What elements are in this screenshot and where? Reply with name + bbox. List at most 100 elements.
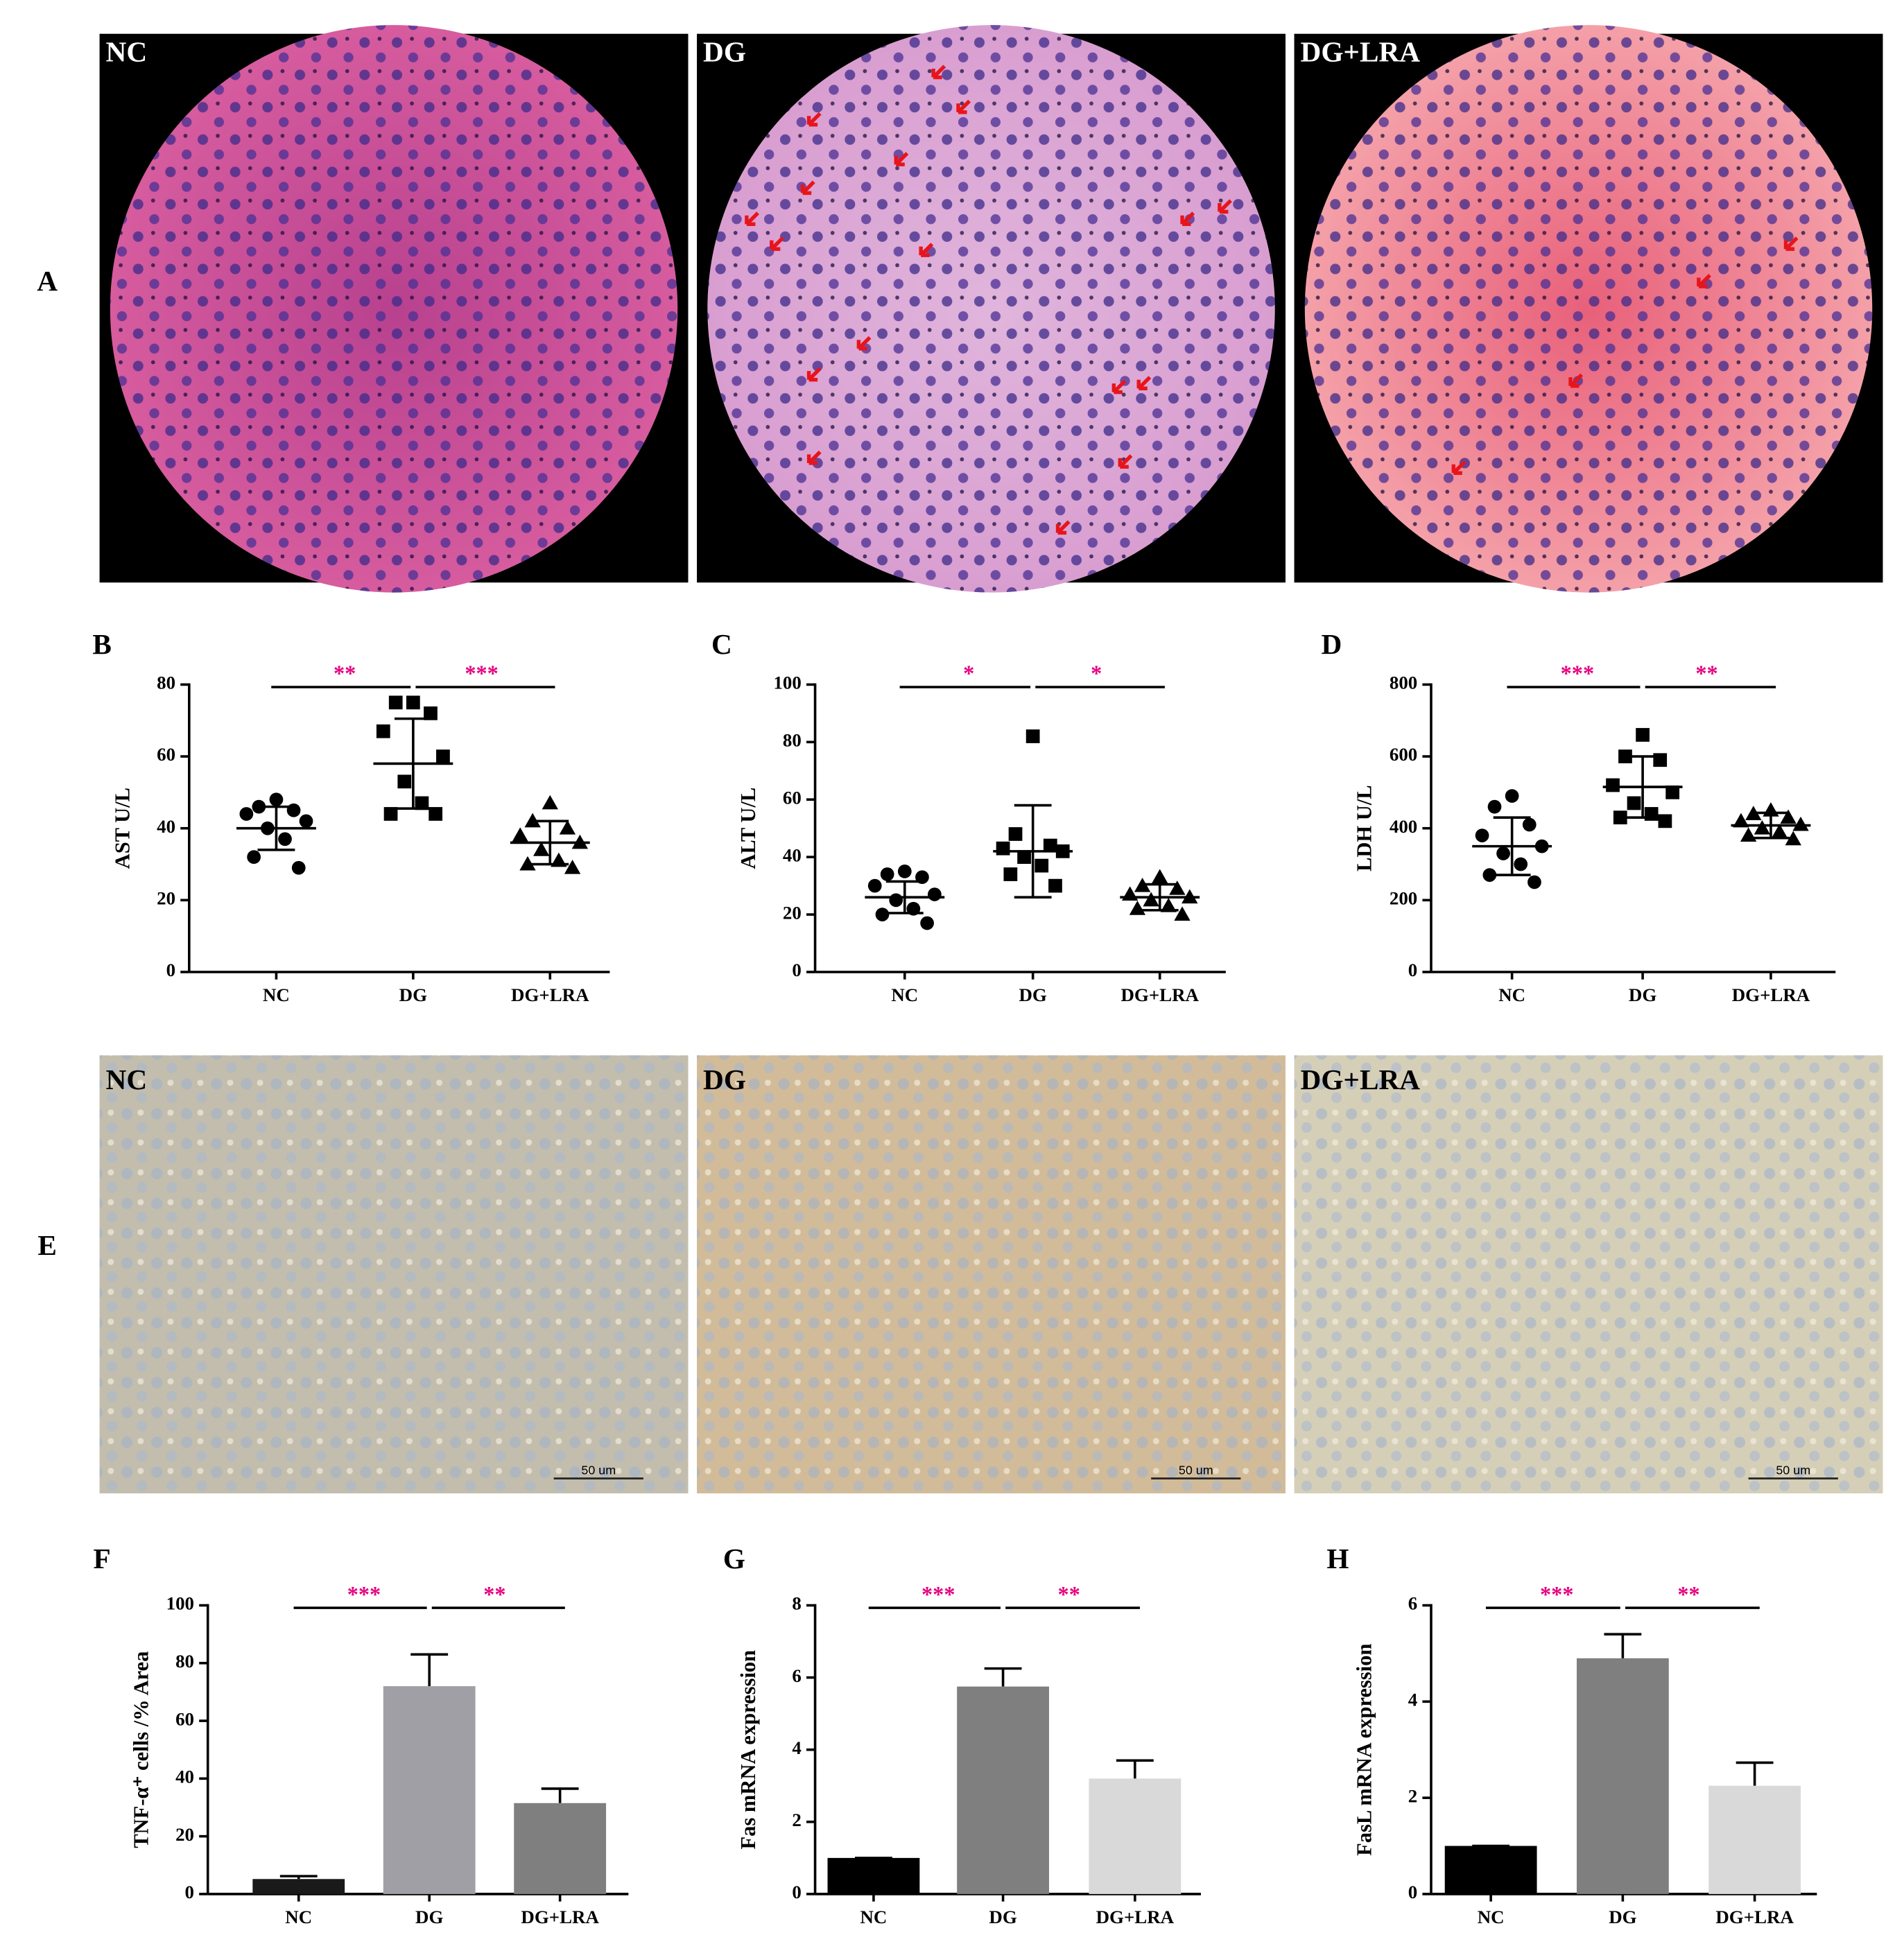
point xyxy=(376,724,390,738)
y-tick-label: 100 xyxy=(773,672,801,693)
y-tick-label: 80 xyxy=(157,672,175,693)
panel-label: B xyxy=(92,628,112,660)
y-tick-label: 20 xyxy=(783,902,802,923)
error-bar xyxy=(984,1667,1022,1687)
point xyxy=(1174,906,1191,921)
point xyxy=(383,807,398,821)
x-tick-label: DG+LRA xyxy=(1715,1907,1794,1927)
arrow xyxy=(1111,379,1127,394)
micrograph-cells xyxy=(1304,25,1873,593)
point xyxy=(291,860,306,875)
chart: F TNF-α⁺ cells /% Area 0 20 40 60 80 100 NC DG DG+… xyxy=(94,1543,629,1927)
micrograph-cells xyxy=(1294,1055,1883,1494)
point xyxy=(299,814,313,828)
micrograph-cells xyxy=(707,25,1275,593)
significance-label: ** xyxy=(483,1581,505,1606)
y-tick-label: 0 xyxy=(1408,960,1417,980)
bar xyxy=(514,1803,607,1894)
significance-label: * xyxy=(1091,661,1102,686)
arrow xyxy=(806,450,822,465)
arrow xyxy=(1783,236,1799,251)
y-tick-label: 0 xyxy=(1408,1882,1417,1902)
y-axis-label: LDH U/L xyxy=(1353,785,1376,871)
point xyxy=(1754,820,1771,835)
arrow xyxy=(745,211,759,227)
point xyxy=(1606,778,1620,792)
point xyxy=(996,841,1010,856)
x-tick-label: NC xyxy=(263,984,290,1005)
point xyxy=(867,878,882,893)
scale-bar-label: 50 um xyxy=(581,1463,616,1477)
point xyxy=(542,795,558,810)
sd-bar xyxy=(1624,755,1662,819)
y-tick-label: 400 xyxy=(1390,816,1417,837)
point xyxy=(429,807,443,821)
arrow xyxy=(1136,376,1152,390)
y-tick-label: 40 xyxy=(783,844,802,865)
point xyxy=(388,695,403,710)
panel-e: E NC 50 um DG 50 um DG+LRA 50 um xyxy=(37,1055,1883,1494)
micrograph-cells xyxy=(99,1055,689,1494)
point xyxy=(897,865,912,878)
x-tick-label: DG+LRA xyxy=(1096,1907,1175,1927)
point xyxy=(559,820,576,835)
point xyxy=(1025,729,1040,743)
bar xyxy=(1576,1658,1669,1894)
y-tick-label: 60 xyxy=(175,1708,194,1729)
error-bar xyxy=(541,1787,579,1803)
micrograph-label: DG+LRA xyxy=(1301,1064,1421,1095)
arrow xyxy=(1218,199,1232,214)
point xyxy=(1003,867,1018,881)
point xyxy=(1160,897,1177,912)
point xyxy=(247,850,261,865)
arrow xyxy=(931,64,946,80)
point xyxy=(533,842,550,856)
bar xyxy=(383,1686,476,1894)
point xyxy=(436,749,450,763)
point xyxy=(1475,828,1489,842)
micrograph-label: DG+LRA xyxy=(1301,36,1421,68)
micrograph-label: DG xyxy=(703,1064,746,1095)
point xyxy=(1143,892,1159,907)
point xyxy=(1043,838,1057,853)
point xyxy=(1035,858,1049,873)
y-tick-label: 60 xyxy=(783,787,802,808)
x-tick-label: DG+LRA xyxy=(511,984,589,1005)
panel-label: D xyxy=(1321,628,1342,660)
sd-bar xyxy=(885,880,924,914)
arrow xyxy=(1055,520,1071,535)
x-tick-label: NC xyxy=(1478,1907,1505,1927)
arrow xyxy=(1451,460,1466,475)
significance-label: *** xyxy=(1540,1581,1573,1606)
panel-a: A NC DG DG+LRA xyxy=(37,25,1883,593)
y-tick-label: 200 xyxy=(1390,888,1417,909)
error-bar xyxy=(279,1875,318,1880)
y-tick-label: 2 xyxy=(1408,1785,1417,1806)
x-tick-label: DG+LRA xyxy=(521,1907,599,1927)
point xyxy=(1733,813,1749,828)
point xyxy=(1665,786,1680,799)
point xyxy=(920,916,934,930)
point xyxy=(1008,827,1023,841)
y-tick-label: 80 xyxy=(783,729,802,750)
point xyxy=(397,774,412,789)
chart: C ALT U/L 0 20 40 60 80 100 NC DG DG+LRA * * xyxy=(711,628,1226,1005)
x-tick-label: DG xyxy=(415,1907,443,1927)
y-tick-label: 4 xyxy=(792,1737,801,1758)
micrograph-label: DG xyxy=(703,36,746,68)
arrow xyxy=(1118,454,1133,469)
arrow xyxy=(919,243,934,257)
panel-label: H xyxy=(1326,1543,1349,1574)
arrow xyxy=(800,180,815,196)
point xyxy=(875,908,890,921)
x-tick-label: DG xyxy=(399,984,427,1005)
sd-bar xyxy=(1752,811,1790,840)
y-tick-label: 600 xyxy=(1390,744,1417,765)
point xyxy=(1152,869,1168,884)
y-tick-label: 40 xyxy=(175,1767,194,1787)
y-tick-label: 40 xyxy=(157,816,175,837)
